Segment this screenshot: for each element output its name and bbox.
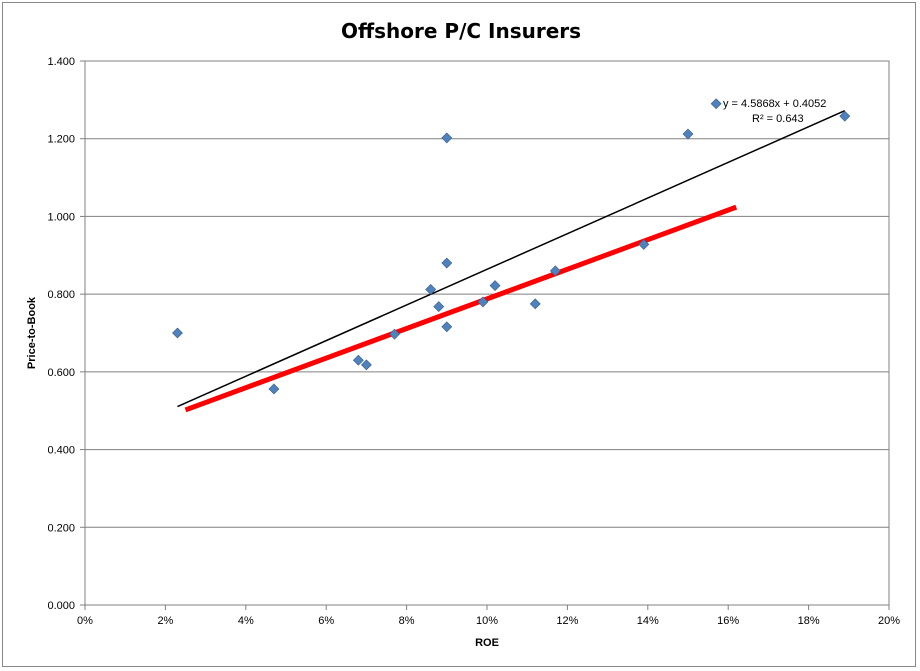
- data-point: [489, 280, 501, 292]
- data-point: [549, 265, 561, 277]
- trendline: [177, 110, 846, 408]
- x-axis: 0% 2% 4% 6% 8% 10% 12% 14% 16% 18% 20%: [77, 605, 900, 627]
- data-point: [352, 354, 364, 366]
- data-point: [477, 296, 489, 308]
- x-tick-label: 12%: [556, 615, 578, 627]
- data-point: [839, 110, 851, 122]
- y-axis: 0.000 0.200 0.400 0.600 0.800 1.000 1.200 1.400: [47, 56, 85, 612]
- data-point: [360, 359, 372, 371]
- lines: [177, 110, 846, 413]
- data-point: [433, 301, 445, 313]
- gridlines: [85, 60, 889, 528]
- y-tick-label: 0.800: [47, 289, 75, 301]
- y-tick-label: 0.400: [47, 445, 75, 457]
- y-tick-label: 1.000: [47, 211, 75, 223]
- x-tick-label: 14%: [637, 615, 659, 627]
- data-point: [389, 328, 400, 340]
- data-point: [268, 383, 280, 395]
- x-tick-label: 4%: [238, 615, 254, 627]
- y-tick-label: 1.400: [47, 56, 75, 68]
- data-point: [441, 132, 453, 144]
- x-tick-label: 0%: [77, 615, 93, 627]
- x-tick-label: 2%: [157, 615, 173, 627]
- chart-title: Offshore P/C Insurers: [341, 19, 581, 43]
- x-tick-label: 6%: [318, 615, 334, 627]
- x-tick-label: 10%: [476, 615, 498, 627]
- y-tick-label: 1.200: [47, 134, 75, 146]
- x-tick-label: 8%: [399, 615, 415, 627]
- data-point: [682, 128, 694, 140]
- data-point: [710, 98, 722, 110]
- y-tick-label: 0.000: [47, 600, 75, 612]
- x-axis-label: ROE: [475, 637, 499, 649]
- data-point: [529, 298, 541, 310]
- x-tick-label: 16%: [717, 615, 739, 627]
- y-tick-label: 0.200: [47, 522, 75, 534]
- x-tick-label: 20%: [878, 615, 900, 627]
- red-line: [184, 204, 738, 413]
- data-point: [172, 327, 183, 339]
- y-tick-label: 0.600: [47, 367, 75, 379]
- data-point: [441, 321, 453, 333]
- trendline-equation: y = 4.5868x + 0.4052: [723, 98, 826, 110]
- y-axis-label: Price-to-Book: [26, 296, 38, 369]
- x-tick-label: 18%: [798, 615, 820, 627]
- data-point: [638, 238, 650, 250]
- data-point: [425, 284, 437, 295]
- data-points: [172, 98, 851, 395]
- trendline-r2: R² = 0.643: [752, 113, 804, 125]
- plot-area: [84, 60, 890, 606]
- data-point: [441, 257, 453, 269]
